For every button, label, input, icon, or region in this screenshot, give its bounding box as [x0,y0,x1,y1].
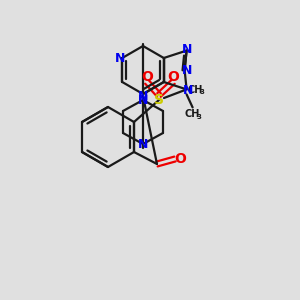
Text: 3: 3 [196,114,201,120]
Text: O: O [141,70,153,84]
Text: S: S [154,93,164,107]
Text: O: O [174,152,186,166]
Text: N: N [182,43,192,56]
Text: N: N [138,89,148,103]
Text: CH: CH [185,110,200,119]
Text: N: N [138,137,148,151]
Text: N: N [115,52,125,64]
Text: O: O [167,70,179,84]
Text: N: N [182,64,192,76]
Text: CH: CH [188,85,203,95]
Text: N: N [182,84,193,97]
Text: N: N [138,94,148,106]
Text: 3: 3 [200,89,205,95]
